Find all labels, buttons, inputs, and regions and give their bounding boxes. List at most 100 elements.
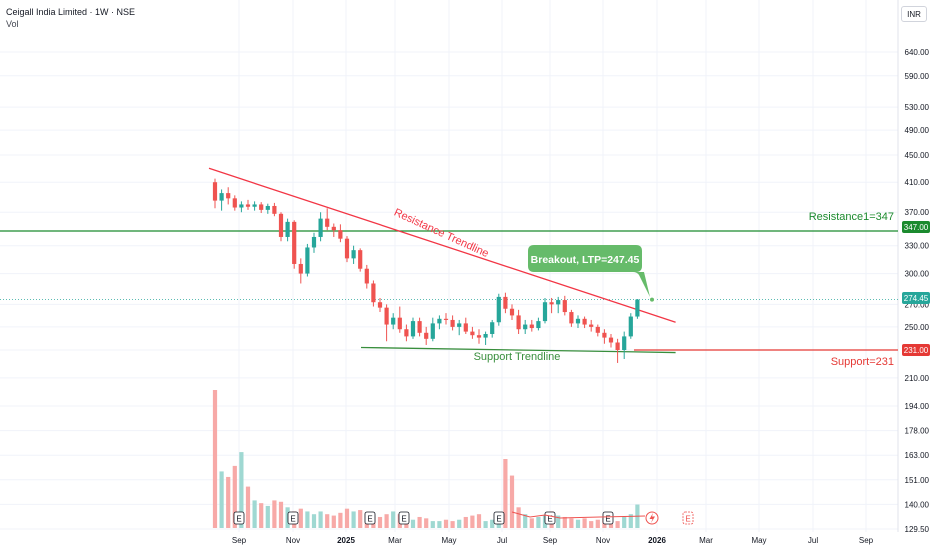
currency-button[interactable]: INR xyxy=(901,6,927,22)
price-axis-label: 590.00 xyxy=(905,72,930,81)
candle-body xyxy=(272,205,277,214)
volume-bar xyxy=(252,500,257,528)
volume-bar xyxy=(358,510,363,528)
candle-body xyxy=(536,321,541,329)
candle-body xyxy=(397,317,402,330)
symbol-title[interactable]: Ceigall India Limited · 1W · NSE xyxy=(6,7,136,17)
candle-body xyxy=(344,238,350,259)
volume-bar xyxy=(417,516,422,528)
time-axis-label: Sep xyxy=(232,536,247,545)
split-ratio-line xyxy=(511,511,646,519)
price-axis-label: 640.00 xyxy=(905,48,930,57)
time-axis-label: Mar xyxy=(699,536,713,545)
earnings-marker-label: E xyxy=(367,515,372,524)
price-axis-label: 370.00 xyxy=(905,208,930,217)
volume-bar xyxy=(226,476,231,528)
candle-body xyxy=(556,300,561,305)
candle-body xyxy=(226,193,231,199)
earnings-marker-icon xyxy=(364,511,376,525)
time-axis-label: May xyxy=(751,536,766,545)
candle-body xyxy=(311,236,317,248)
volume-bar xyxy=(338,512,343,528)
volume-bar xyxy=(318,511,323,528)
future-earnings-marker-icon xyxy=(682,511,694,525)
time-axis-label: 2026 xyxy=(648,536,666,545)
volume-bar xyxy=(272,500,277,528)
price-axis-label: 450.00 xyxy=(905,151,930,160)
volume-bar xyxy=(344,508,350,528)
volume-bar xyxy=(582,518,587,528)
price-axis-label: 270.00 xyxy=(905,300,930,309)
candle-body xyxy=(245,204,251,207)
earnings-marker-icon xyxy=(493,511,505,525)
candle-body xyxy=(509,308,515,316)
volume-bar xyxy=(384,514,389,528)
volume-bar xyxy=(298,508,303,528)
volume-bar xyxy=(556,515,561,528)
volume-bar xyxy=(483,521,488,528)
volume-bar xyxy=(424,518,429,528)
price-axis-label: 410.00 xyxy=(905,178,930,187)
volume-bar xyxy=(437,521,442,528)
volume-bar xyxy=(351,511,356,528)
time-axis-label: Jul xyxy=(497,536,507,545)
candle-body xyxy=(602,332,607,338)
volume-bar xyxy=(219,471,224,528)
time-axis-label: Sep xyxy=(859,536,874,545)
volume-bar xyxy=(443,519,449,528)
volume-bar xyxy=(470,515,475,528)
candle-body xyxy=(443,318,449,320)
breakout-callout xyxy=(528,245,650,297)
candle-body xyxy=(298,263,303,274)
volume-bar xyxy=(305,511,310,528)
earnings-marker-label: E xyxy=(290,515,295,524)
support-trendline xyxy=(360,346,676,354)
last-price-tag: 274.45 xyxy=(902,292,930,304)
candle-body xyxy=(391,317,396,325)
volume-bar xyxy=(575,519,581,528)
volume-bar xyxy=(245,486,251,528)
candle-body xyxy=(635,299,640,317)
resistance-level-label: Resistance1=347 xyxy=(809,211,894,223)
volume-bar xyxy=(622,516,627,528)
candle-body xyxy=(278,213,284,237)
earnings-marker-label: E xyxy=(547,515,552,524)
price-axis-label: 330.00 xyxy=(905,242,930,251)
volume-bar xyxy=(259,503,264,528)
volume-bar xyxy=(536,516,541,528)
candle-body xyxy=(450,319,455,327)
resistance-price-tag: 347.00 xyxy=(902,221,930,233)
candle-body xyxy=(212,182,218,201)
earnings-marker-label: E xyxy=(236,515,241,524)
candle-body xyxy=(232,198,237,208)
price-axis-label: 210.00 xyxy=(905,374,930,383)
time-axis-label: May xyxy=(441,536,456,545)
time-axis-label: Sep xyxy=(543,536,558,545)
volume-bar xyxy=(232,465,237,528)
candle-body xyxy=(562,300,567,313)
candle-body xyxy=(622,336,627,350)
support-level-label: Support=231 xyxy=(831,356,894,368)
volume-bar xyxy=(212,390,218,528)
volume-bar xyxy=(490,519,495,528)
candle-body xyxy=(377,302,383,308)
candle-body xyxy=(404,329,409,337)
candle-body xyxy=(219,193,224,201)
volume-bar xyxy=(391,511,396,528)
volume-bar xyxy=(476,514,482,528)
price-axis-label: 300.00 xyxy=(905,270,930,279)
volume-bar xyxy=(589,521,594,528)
time-axis-label: Mar xyxy=(388,536,402,545)
candle-body xyxy=(549,302,554,305)
candle-body xyxy=(503,296,508,309)
earnings-marker-label: E xyxy=(605,515,610,524)
volume-indicator-label[interactable]: Vol xyxy=(6,19,19,29)
candle-body xyxy=(569,312,574,324)
price-axis-label: 530.00 xyxy=(905,103,930,112)
earnings-marker-icon xyxy=(233,511,245,525)
candle-body xyxy=(410,321,416,337)
candle-body xyxy=(496,296,501,323)
candle-body xyxy=(417,321,422,333)
time-axis-label: Nov xyxy=(286,536,300,545)
